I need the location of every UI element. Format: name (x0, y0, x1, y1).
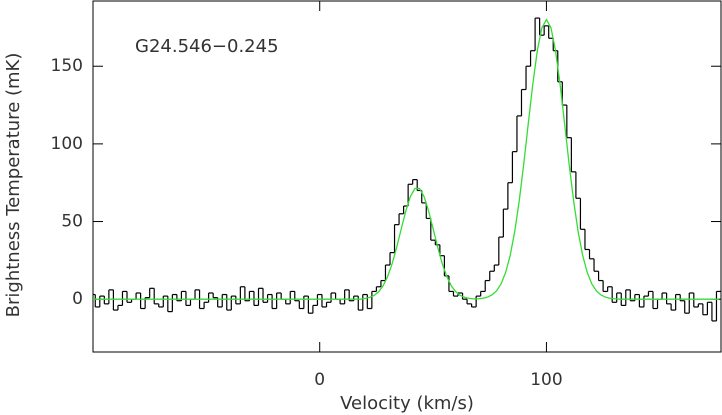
x-axis-label: Velocity (km/s) (340, 393, 474, 414)
y-axis-label: Brightness Temperature (mK) (3, 53, 24, 318)
y-tick-label: 100 (51, 134, 83, 154)
x-tick-label: 0 (314, 370, 325, 390)
y-tick-label: 0 (72, 289, 83, 309)
plot-frame (92, 0, 722, 353)
annotation: G24.546−0.245 (135, 36, 279, 57)
y-tick-label: 150 (51, 56, 83, 76)
y-tick-label: 50 (61, 212, 83, 232)
fit-line (93, 18, 719, 300)
x-tick-label: 100 (530, 370, 562, 390)
